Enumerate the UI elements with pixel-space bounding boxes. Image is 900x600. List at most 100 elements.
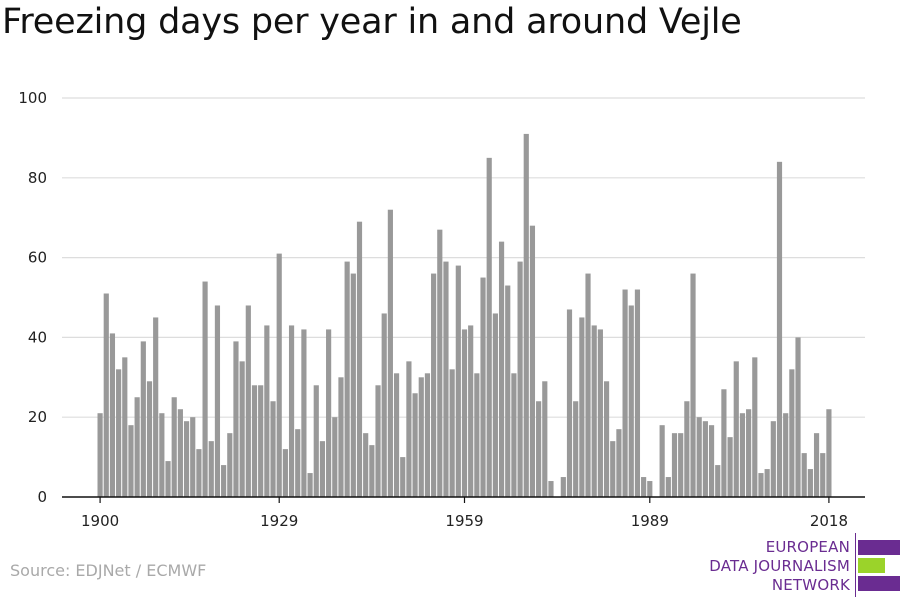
bar-1946 bbox=[381, 313, 387, 497]
bar-1961 bbox=[474, 373, 480, 497]
bar-1962 bbox=[480, 277, 486, 497]
y-tick-label-80: 80 bbox=[28, 169, 47, 187]
source-note: Source: EDJNet / ECMWF bbox=[10, 561, 207, 580]
x-tick-label-1900: 1900 bbox=[81, 512, 119, 530]
bar-2013 bbox=[795, 337, 801, 497]
bar-1957 bbox=[449, 369, 455, 497]
bar-2009 bbox=[770, 421, 776, 497]
bar-1970 bbox=[529, 225, 536, 497]
bar-1975 bbox=[560, 477, 566, 497]
bar-1940 bbox=[344, 261, 350, 497]
bar-1948 bbox=[393, 373, 400, 497]
bar-1958 bbox=[455, 265, 461, 497]
bar-2003 bbox=[733, 361, 739, 497]
logo-bar-middle bbox=[858, 558, 885, 573]
bar-1907 bbox=[140, 341, 146, 497]
bar-1919 bbox=[214, 305, 221, 497]
bar-2018 bbox=[826, 409, 832, 497]
bar-1954 bbox=[431, 273, 437, 497]
bar-1981 bbox=[597, 329, 603, 497]
bar-2015 bbox=[807, 469, 813, 497]
bar-1925 bbox=[251, 385, 258, 497]
x-tick-label-1959: 1959 bbox=[445, 512, 483, 530]
bar-2014 bbox=[801, 453, 807, 497]
bar-1929 bbox=[276, 253, 282, 497]
bar-2011 bbox=[783, 413, 789, 497]
bar-1968 bbox=[517, 261, 523, 497]
bar-1991 bbox=[659, 425, 665, 497]
bar-1953 bbox=[424, 373, 431, 497]
bar-1980 bbox=[591, 325, 597, 497]
bar-1913 bbox=[177, 409, 183, 497]
bar-1930 bbox=[282, 449, 288, 497]
bar-1910 bbox=[159, 413, 165, 497]
logo-line-1: EUROPEAN bbox=[765, 538, 850, 556]
bar-1931 bbox=[288, 325, 295, 497]
bar-1911 bbox=[165, 461, 171, 497]
bar-1914 bbox=[183, 421, 190, 497]
logo-bar-top bbox=[858, 540, 900, 555]
bar-2006 bbox=[752, 357, 758, 497]
bar-1943 bbox=[363, 433, 369, 497]
logo-line-2: DATA JOURNALISM bbox=[709, 557, 850, 575]
bar-1951 bbox=[412, 393, 418, 497]
edjnet-logo: EUROPEAN DATA JOURNALISM NETWORK bbox=[700, 533, 900, 597]
y-tick-label-20: 20 bbox=[28, 408, 47, 426]
bar-1933 bbox=[301, 329, 307, 497]
bar-1950 bbox=[406, 361, 412, 497]
bar-1903 bbox=[116, 369, 122, 497]
bar-1921 bbox=[227, 433, 233, 497]
bar-1936 bbox=[319, 441, 326, 497]
bar-1934 bbox=[307, 473, 313, 497]
bar-1937 bbox=[326, 329, 332, 497]
y-tick-label-100: 100 bbox=[18, 89, 47, 107]
bar-1986 bbox=[628, 305, 634, 497]
y-tick-label-0: 0 bbox=[37, 488, 47, 506]
bar-1956 bbox=[443, 261, 449, 497]
bar-1909 bbox=[153, 317, 159, 497]
bar-1998 bbox=[702, 421, 708, 497]
x-axis bbox=[62, 496, 865, 503]
bar-1973 bbox=[548, 481, 554, 497]
bar-2002 bbox=[727, 437, 733, 497]
bar-1922 bbox=[233, 341, 239, 497]
bar-1942 bbox=[356, 221, 363, 497]
bar-1964 bbox=[492, 313, 498, 497]
x-tick-label-1929: 1929 bbox=[260, 512, 298, 530]
bar-1920 bbox=[221, 465, 227, 497]
bar-1918 bbox=[208, 441, 214, 497]
bar-1963 bbox=[486, 157, 492, 497]
bar-1994 bbox=[678, 433, 684, 497]
bar-1999 bbox=[708, 425, 715, 497]
bar-2001 bbox=[721, 389, 727, 497]
bar-1915 bbox=[190, 417, 196, 497]
y-tick-label-40: 40 bbox=[28, 328, 47, 346]
bar-1917 bbox=[202, 281, 208, 497]
bar-1916 bbox=[196, 449, 202, 497]
bar-1989 bbox=[647, 481, 653, 497]
bar-1924 bbox=[245, 305, 251, 497]
bar-1927 bbox=[264, 325, 270, 497]
bar-1959 bbox=[461, 329, 468, 497]
bar-1971 bbox=[536, 401, 542, 497]
bar-1979 bbox=[585, 273, 591, 497]
bar-1983 bbox=[610, 441, 616, 497]
bar-1967 bbox=[511, 373, 517, 497]
bar-2012 bbox=[789, 369, 795, 497]
logo-line-3: NETWORK bbox=[771, 576, 850, 594]
bar-1932 bbox=[295, 429, 301, 497]
bar-1966 bbox=[505, 285, 511, 497]
bar-2008 bbox=[764, 469, 770, 497]
bar-1906 bbox=[134, 397, 140, 497]
bar-1978 bbox=[579, 317, 585, 497]
bar-1912 bbox=[171, 397, 177, 497]
bar-1982 bbox=[603, 381, 610, 497]
chart-title: Freezing days per year in and around Vej… bbox=[2, 2, 742, 42]
logo-divider bbox=[855, 533, 856, 597]
bar-1900 bbox=[97, 413, 103, 497]
x-axis-labels: 1900 1929 1959 1989 2018 bbox=[81, 512, 848, 530]
bar-1988 bbox=[641, 477, 647, 497]
x-tick-label-2018: 2018 bbox=[810, 512, 848, 530]
bar-2007 bbox=[758, 473, 764, 497]
